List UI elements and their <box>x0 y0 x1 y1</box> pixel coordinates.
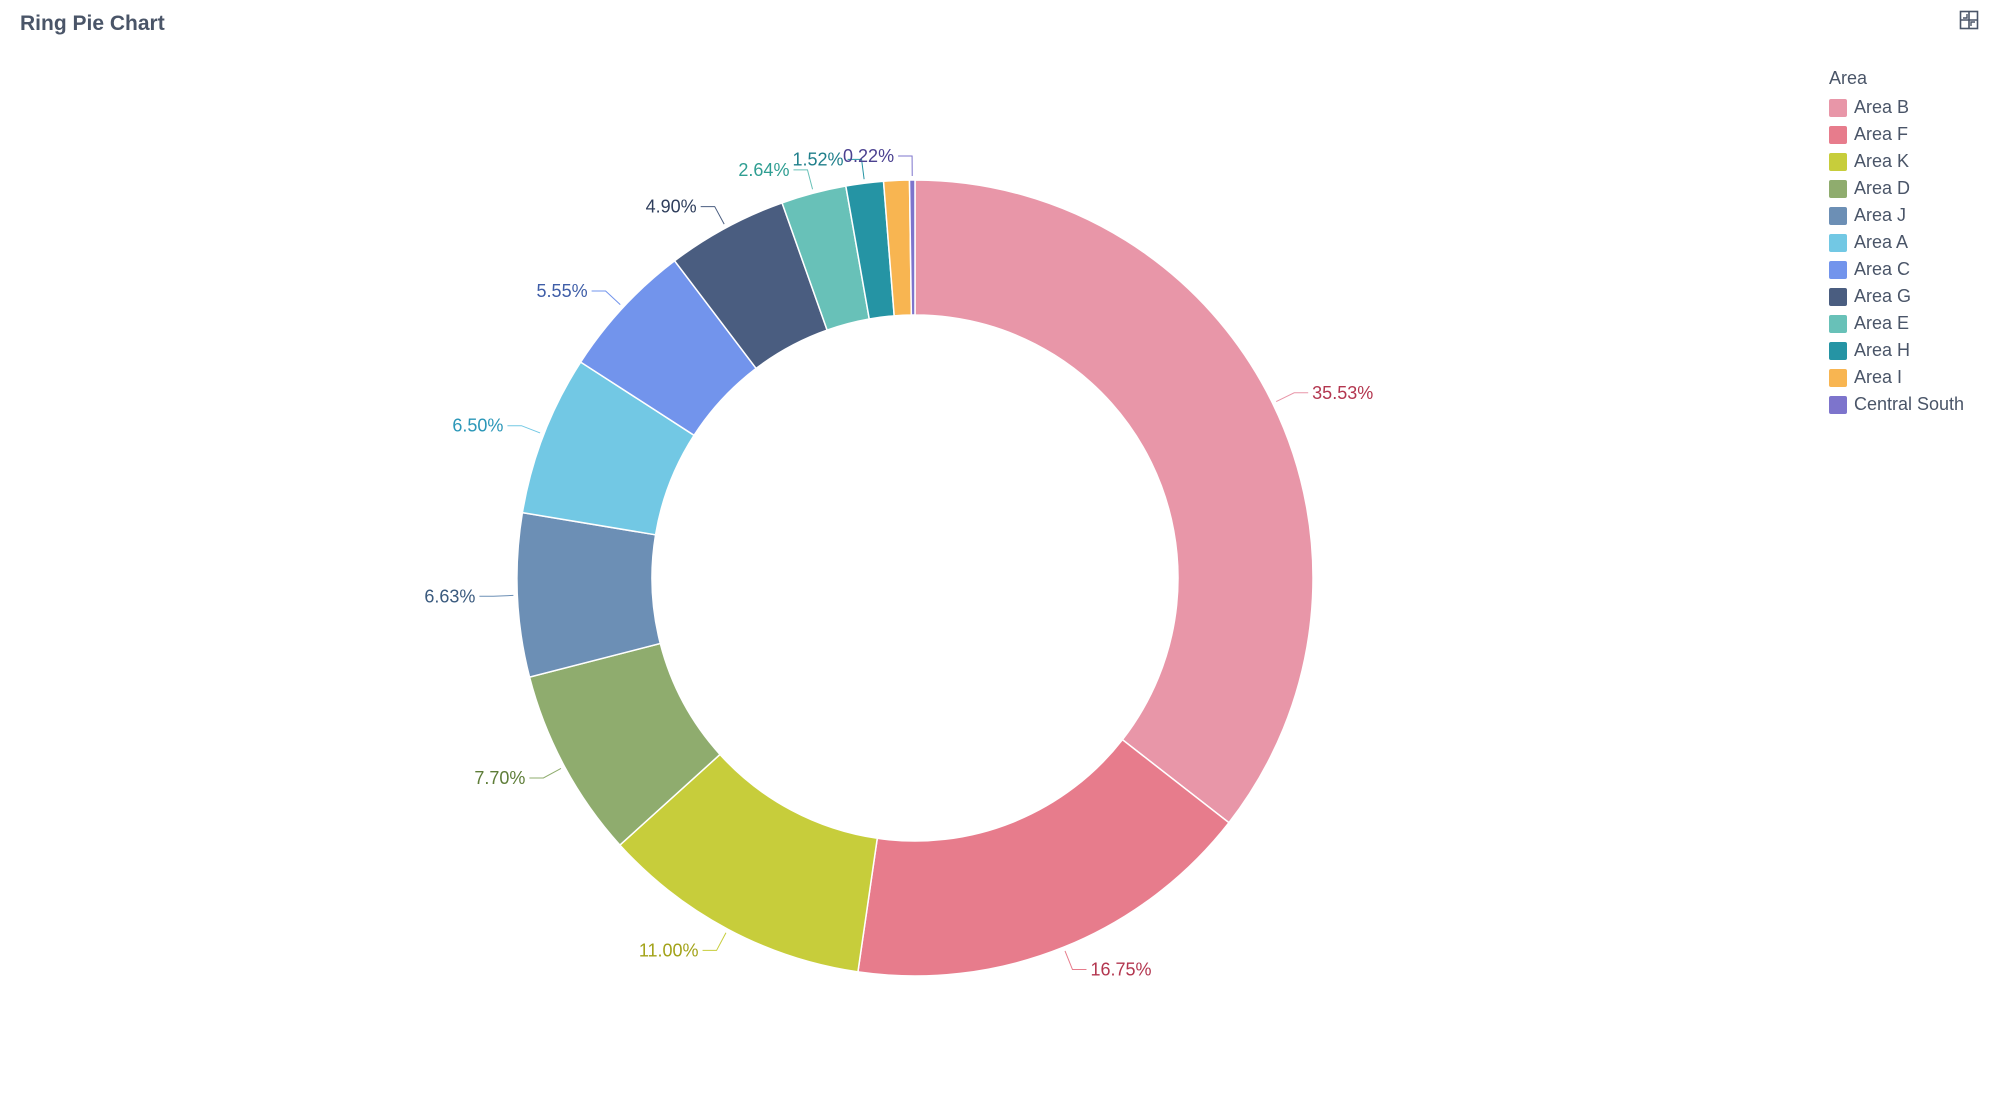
label-leader-line <box>898 155 913 177</box>
label-leader-line <box>1064 950 1087 971</box>
slice-data-label: 1.52% <box>793 149 844 169</box>
legend-label: Area D <box>1854 178 1911 198</box>
slice-data-label: 7.70% <box>474 768 525 788</box>
legend-item[interactable]: Area D <box>1829 175 1964 202</box>
slice-data-label: 0.22% <box>843 146 894 166</box>
slice-data-label: 5.55% <box>537 281 588 301</box>
legend-item[interactable]: Area F <box>1829 121 1964 148</box>
expand-icon[interactable] <box>1959 10 1979 30</box>
legend-swatch <box>1829 233 1847 252</box>
slice-data-label: 35.53% <box>1312 383 1373 403</box>
legend-label: Area H <box>1854 340 1911 360</box>
legend-item[interactable]: Area J <box>1829 202 1964 229</box>
legend-swatch <box>1829 341 1847 360</box>
label-leader-line <box>529 768 562 779</box>
label-leader-line <box>847 158 865 180</box>
label-leader-line <box>1275 392 1309 403</box>
legend-label: Central South <box>1854 394 1965 414</box>
slice-area-b[interactable] <box>914 179 1314 824</box>
slice-data-label: 6.63% <box>424 586 475 606</box>
legend-item[interactable]: Area H <box>1829 337 1964 364</box>
label-leader-line <box>702 932 727 951</box>
slice-data-label: 16.75% <box>1090 960 1151 980</box>
slice-data-label: 11.00% <box>639 940 699 960</box>
slice-central-south[interactable] <box>908 179 916 316</box>
label-leader-line <box>507 425 541 434</box>
legend-swatch <box>1829 206 1847 225</box>
label-leader-line <box>479 594 514 597</box>
legend-label: Area J <box>1854 205 1907 225</box>
legend-title: Area <box>1829 68 1868 88</box>
legend-item[interactable]: Area C <box>1829 256 1964 283</box>
slice-data-label: 2.64% <box>738 160 789 180</box>
slice-area-f[interactable] <box>857 738 1230 977</box>
legend-item[interactable]: Area E <box>1829 310 1964 337</box>
legend-swatch <box>1829 395 1847 414</box>
legend-swatch <box>1829 287 1847 306</box>
slice-data-label: 4.90% <box>646 197 697 217</box>
legend-swatch <box>1829 368 1847 387</box>
slice-data-label: 6.50% <box>452 416 503 436</box>
legend-swatch <box>1829 98 1847 117</box>
legend-item[interactable]: Area A <box>1829 229 1964 256</box>
legend-item[interactable]: Central South <box>1829 391 1964 418</box>
legend-label: Area I <box>1854 367 1903 387</box>
legend-label: Area B <box>1854 97 1910 117</box>
legend-swatch <box>1829 125 1847 144</box>
legend-label: Area C <box>1854 259 1911 279</box>
legend-item[interactable]: Area B <box>1829 94 1964 121</box>
legend-label: Area F <box>1854 124 1909 144</box>
chart-title: Ring Pie Chart <box>20 12 165 35</box>
legend-label: Area K <box>1854 151 1910 171</box>
label-leader-line <box>793 169 814 190</box>
legend: Area Area B Area F Area K Area D Area J Area … <box>1829 68 1964 418</box>
legend-label: Area E <box>1854 313 1910 333</box>
legend-swatch <box>1829 179 1847 198</box>
label-leader-line <box>591 290 621 305</box>
legend-item[interactable]: Area G <box>1829 283 1964 310</box>
legend-swatch <box>1829 314 1847 333</box>
legend-label: Area A <box>1854 232 1909 252</box>
legend-swatch <box>1829 260 1847 279</box>
legend-swatch <box>1829 152 1847 171</box>
legend-label: Area G <box>1854 286 1912 306</box>
legend-item[interactable]: Area I <box>1829 364 1964 391</box>
label-leader-line <box>700 206 725 225</box>
legend-item[interactable]: Area K <box>1829 148 1964 175</box>
legend-items: Area B Area F Area K Area D Area J Area A Area… <box>1829 94 1964 418</box>
